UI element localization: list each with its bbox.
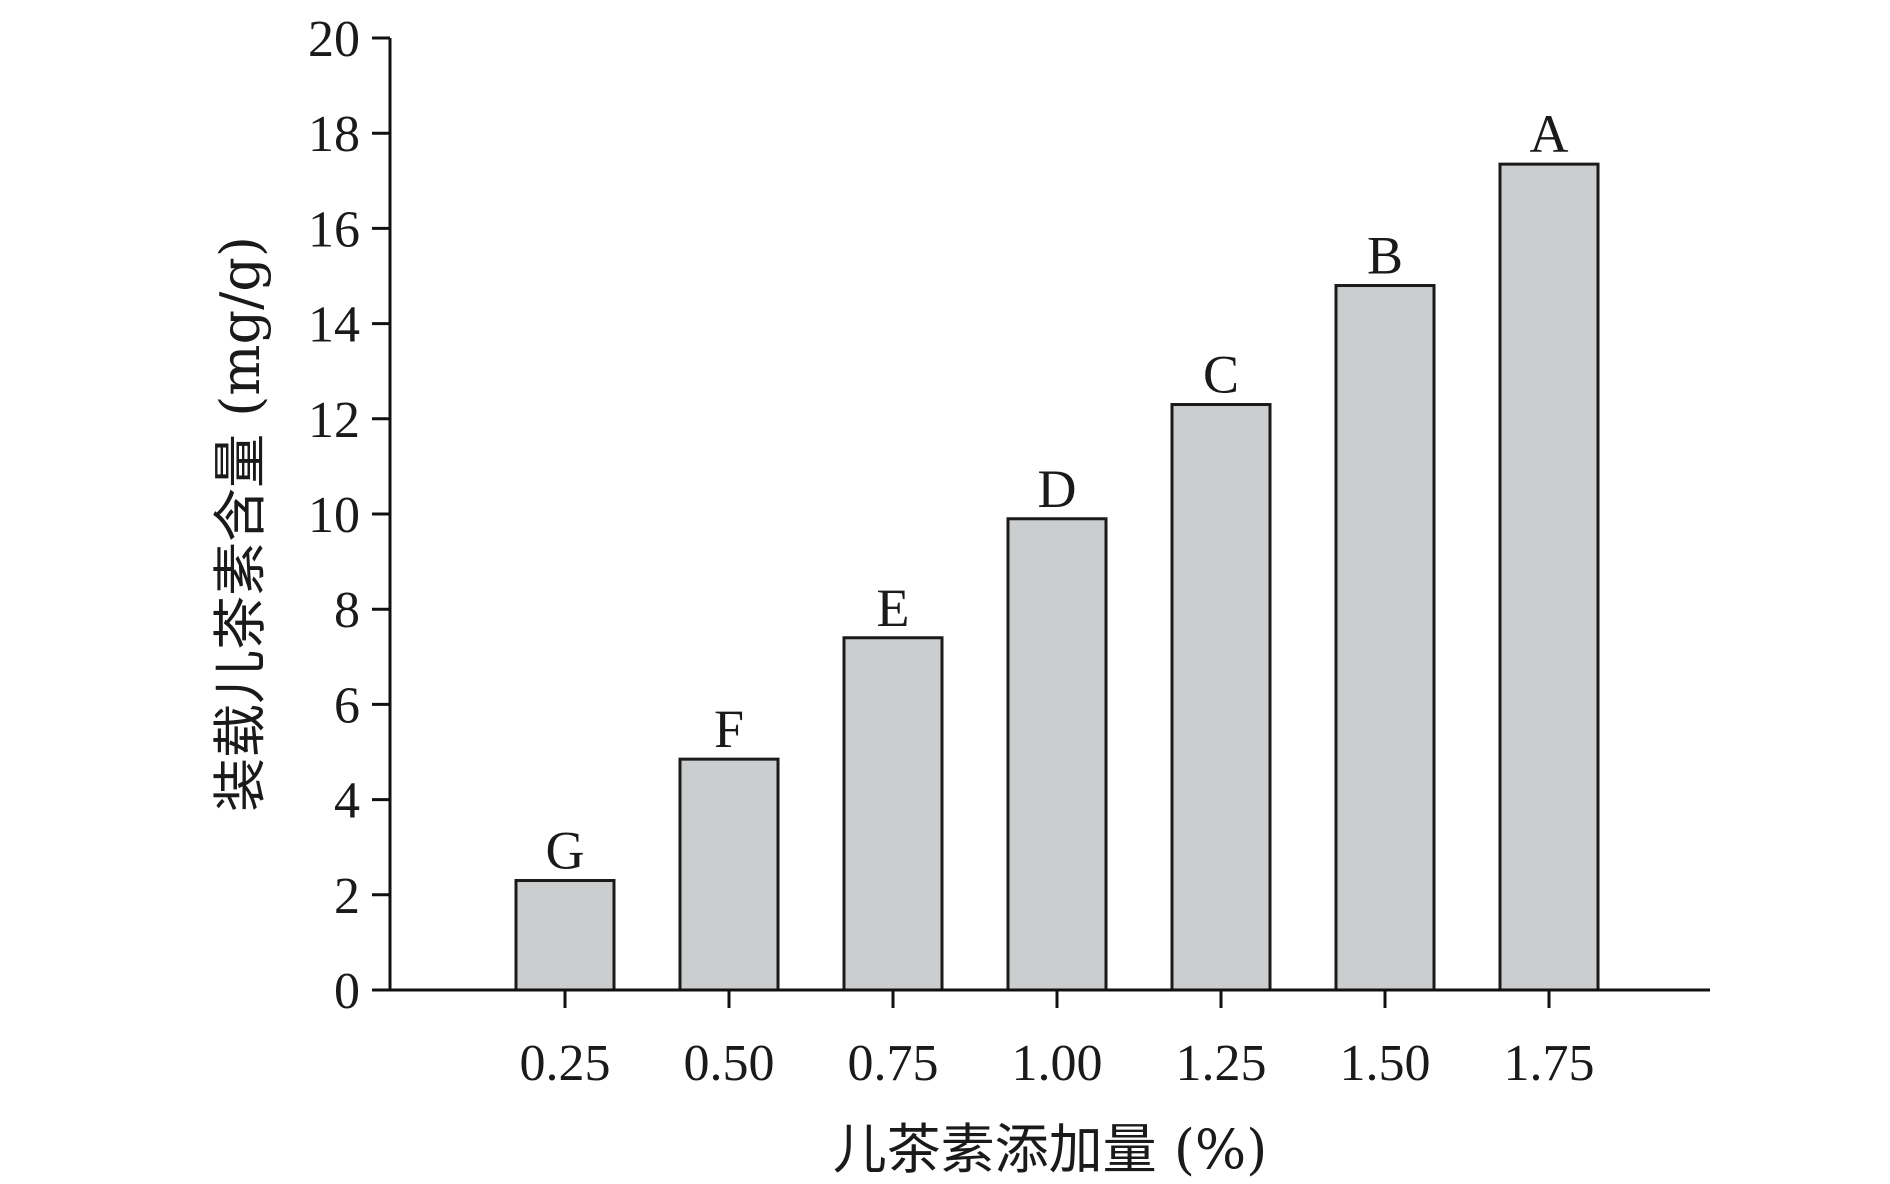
x-ticks-layer: 0.25 0.50 0.75 1.00 1.25 1.50 1.75 — [520, 990, 1595, 1092]
y-tick-label: 10 — [308, 487, 360, 544]
bar-significance-label: D — [1038, 459, 1077, 519]
x-axis-title: 儿茶素添加量 (%) — [833, 1118, 1268, 1181]
y-tick-label: 18 — [308, 106, 360, 163]
x-tick-label: 0.75 — [848, 1035, 939, 1092]
x-tick-label: 1.50 — [1340, 1035, 1431, 1092]
y-tick-label: 6 — [334, 677, 360, 734]
x-tick-label: 0.50 — [684, 1035, 775, 1092]
bar-significance-label: E — [877, 578, 910, 638]
y-tick-label: 14 — [308, 297, 360, 354]
bars-layer — [514, 162, 1600, 992]
bar-1.00 — [1006, 517, 1108, 992]
bar-significance-label: G — [546, 821, 585, 881]
bar-significance-label: B — [1367, 226, 1403, 286]
y-tick-label: 20 — [308, 11, 360, 68]
y-ticks-layer: 0 2 4 6 8 10 12 14 16 18 20 — [308, 11, 390, 1020]
x-tick-label: 1.25 — [1176, 1035, 1267, 1092]
y-tick-label: 0 — [334, 963, 360, 1020]
y-tick-label: 12 — [308, 392, 360, 449]
bar-significance-label: F — [714, 699, 744, 759]
bar-significance-label: C — [1203, 345, 1239, 405]
y-tick-label: 16 — [308, 201, 360, 258]
bar-1.75 — [1498, 162, 1600, 992]
x-tick-label: 0.25 — [520, 1035, 611, 1092]
bar-1.50 — [1334, 284, 1436, 992]
x-tick-label: 1.75 — [1504, 1035, 1595, 1092]
y-axis-title: 装载儿茶素含量 (mg/g) — [209, 236, 272, 812]
bar-0.50 — [678, 757, 780, 992]
bar-significance-label: A — [1530, 104, 1569, 164]
bar-labels-layer: G F E D C B A — [546, 104, 1569, 880]
y-tick-label: 8 — [334, 582, 360, 639]
x-tick-label: 1.00 — [1012, 1035, 1103, 1092]
y-tick-label: 4 — [334, 773, 360, 830]
bar-0.75 — [842, 636, 944, 992]
bar-1.25 — [1170, 403, 1272, 992]
bar-0.25 — [514, 879, 616, 992]
y-tick-label: 2 — [334, 868, 360, 925]
